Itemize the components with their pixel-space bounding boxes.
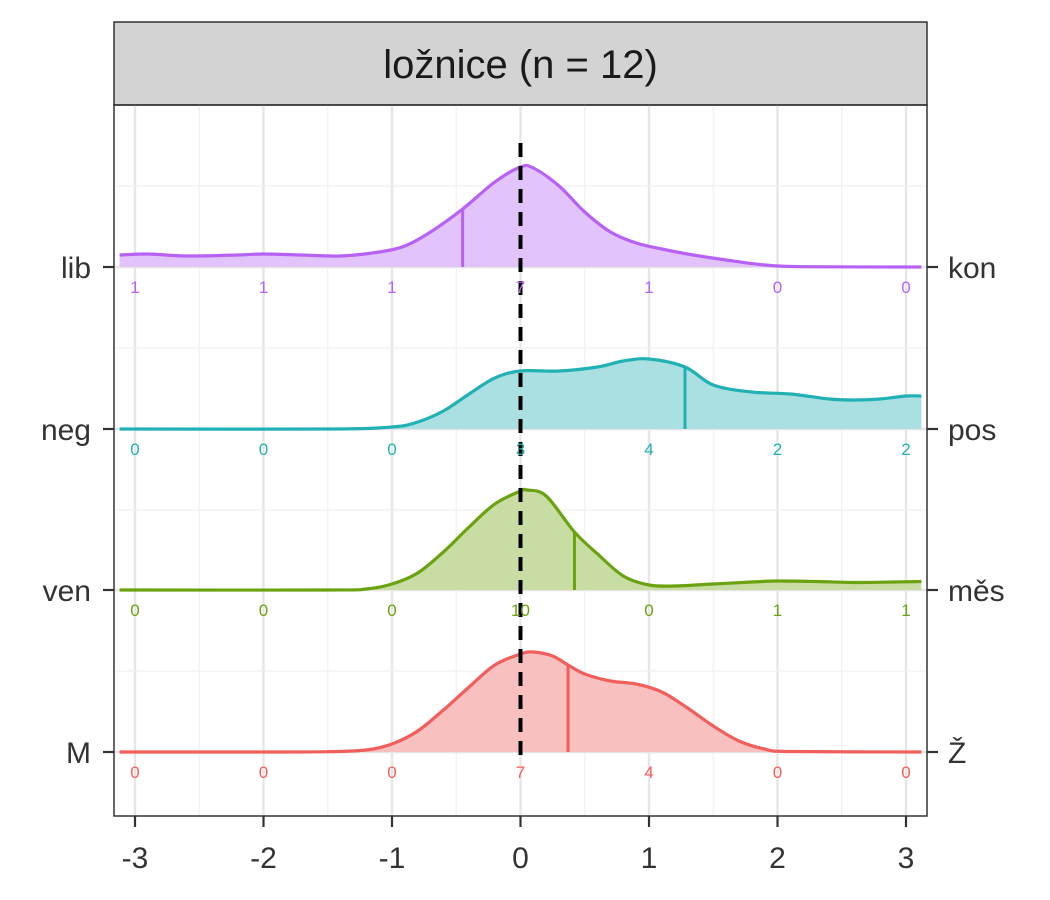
count-label: 0 [259, 763, 268, 782]
count-label: 0 [387, 601, 396, 620]
count-label: 0 [130, 763, 139, 782]
count-label: 0 [901, 278, 910, 297]
y-tick-label-left: ven [43, 575, 91, 608]
count-label: 2 [773, 440, 782, 459]
count-label: 10 [511, 601, 530, 620]
count-label: 1 [901, 601, 910, 620]
count-label: 2 [901, 440, 910, 459]
count-label: 1 [130, 278, 139, 297]
x-tick-label: 3 [898, 842, 915, 875]
y-tick-label-left: lib [61, 252, 91, 285]
count-label: 1 [773, 601, 782, 620]
count-label: 0 [259, 601, 268, 620]
facet-strip [113, 21, 928, 106]
y-tick-label-left: M [66, 737, 91, 770]
facet-strip-title: ložnice (n = 12) [383, 43, 658, 87]
count-label: 0 [773, 278, 782, 297]
count-label: 0 [387, 763, 396, 782]
ridge-line-neg [119, 357, 922, 431]
count-label: 1 [259, 278, 268, 297]
x-tick-label: 0 [512, 842, 529, 875]
x-tick-label: -1 [379, 842, 406, 875]
ridge-neg [119, 357, 922, 431]
y-tick-label-right: kon [948, 252, 996, 285]
count-label: 0 [130, 440, 139, 459]
count-label: 0 [644, 601, 653, 620]
count-label: 0 [259, 440, 268, 459]
x-tick-label: -2 [250, 842, 277, 875]
ridge-area-neg [119, 358, 922, 430]
count-label: 4 [644, 440, 653, 459]
count-label: 7 [516, 278, 525, 297]
count-label: 1 [644, 278, 653, 297]
count-label: 0 [901, 763, 910, 782]
count-label: 1 [387, 278, 396, 297]
y-tick-label-left: neg [41, 414, 91, 447]
count-label: 0 [387, 440, 396, 459]
y-tick-label-right: pos [948, 414, 996, 447]
x-tick-label: 1 [641, 842, 658, 875]
count-label: 3 [516, 440, 525, 459]
x-tick-label: 2 [769, 842, 786, 875]
ridge-line-M [119, 650, 922, 754]
count-labels: 0 0 0 7 4 0 00 0 0 10 0 1 10 0 0 3 4 2 21 1 1 7 1 0 0 [130, 278, 910, 782]
ridge-line-ven [119, 487, 922, 592]
count-label: 0 [130, 601, 139, 620]
x-tick-label: -3 [122, 842, 149, 875]
ridge-line-lib [119, 163, 922, 269]
y-tick-label-right: měs [948, 575, 1005, 608]
count-label: 4 [644, 763, 653, 782]
y-tick-label-right: Ž [948, 737, 966, 770]
count-label: 0 [773, 763, 782, 782]
count-label: 7 [516, 763, 525, 782]
